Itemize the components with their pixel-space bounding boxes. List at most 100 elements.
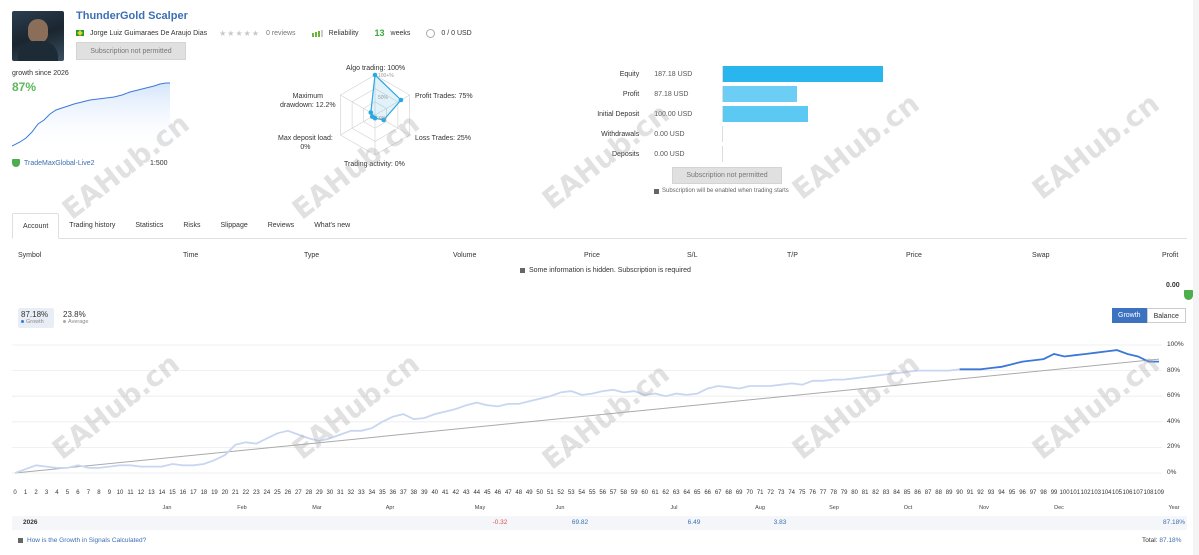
growth-stat-label: Growth	[26, 319, 44, 325]
x-tick-label: 87	[924, 490, 932, 496]
balance-toggle-button[interactable]: Balance	[1146, 308, 1186, 323]
month-return-value: 3.83	[773, 519, 787, 526]
x-tick-label: 68	[725, 490, 733, 496]
tab-slippage[interactable]: Slippage	[220, 222, 248, 229]
tab-statistics[interactable]: Statistics	[135, 222, 164, 229]
x-tick-label: 5	[65, 490, 70, 496]
balance-bar	[722, 106, 809, 122]
x-tick-label: 101	[1070, 490, 1081, 496]
x-tick-label: 9	[107, 490, 112, 496]
radar-point	[368, 110, 374, 115]
balance-row-label: Deposits	[611, 150, 640, 158]
x-tick-label: 88	[935, 490, 942, 496]
average-stat[interactable]: 23.8% Average	[60, 308, 96, 328]
subscription-note-text: Subscription will be enabled when tradin…	[662, 188, 789, 194]
x-tick-label: 29	[316, 490, 323, 496]
x-tick-label: 10	[116, 490, 124, 496]
tab-trading-history[interactable]: Trading history	[69, 222, 116, 229]
month-label: Jun	[555, 505, 565, 511]
growth-series-recent	[959, 349, 1159, 371]
col-time[interactable]: Time	[183, 252, 199, 259]
balance-row-value: 0.00 USD	[654, 150, 685, 158]
x-tick-label: 41	[441, 490, 449, 496]
x-tick-label: 76	[809, 490, 816, 496]
tab-whats-new[interactable]: What's new	[314, 222, 351, 229]
signal-title[interactable]: ThunderGold Scalper	[76, 10, 188, 22]
tab-reviews[interactable]: Reviews	[267, 222, 295, 229]
x-tick-label: 34	[368, 490, 376, 496]
col-price-current[interactable]: Price	[906, 252, 922, 259]
x-tick-label: 26	[284, 490, 292, 496]
y-tick-label: 0%	[1167, 469, 1177, 476]
y-tick-label: 100%	[1167, 341, 1184, 348]
radar-scale-100: 100+%	[378, 73, 394, 79]
col-profit[interactable]: Profit	[1162, 252, 1179, 259]
subscribe-button-secondary[interactable]: Subscription not permitted	[672, 167, 782, 184]
radar-trading-activity: Trading activity: 0%	[344, 161, 405, 168]
x-tick-label: 54	[578, 490, 586, 496]
balance-row: Deposits 0.00 USD	[560, 146, 890, 162]
x-tick-label: 57	[609, 490, 617, 496]
server-name[interactable]: TradeMaxGlobal-Live2	[24, 159, 95, 167]
page-scrollbar[interactable]	[1193, 0, 1199, 555]
balance-row-value: 87.18 USD	[654, 90, 689, 98]
profit-total: 0.00	[1166, 282, 1180, 289]
x-tick-label: 66	[704, 490, 712, 496]
author-row: Jorge Luiz Guimaraes De Araujo Dias ★★★★…	[76, 28, 472, 38]
x-tick-label: 62	[662, 490, 670, 496]
x-tick-label: 85	[903, 490, 911, 496]
col-volume[interactable]: Volume	[453, 252, 477, 259]
x-tick-label: 72	[767, 490, 774, 496]
coin-icon	[426, 28, 436, 38]
total-label: Total:	[1142, 537, 1158, 544]
col-tp[interactable]: T/P	[787, 252, 798, 259]
col-price[interactable]: Price	[584, 252, 600, 259]
balance-row-label: Profit	[622, 90, 640, 98]
subscribe-button[interactable]: Subscription not permitted	[76, 42, 186, 60]
balance-row: Initial Deposit 100.00 USD	[560, 106, 890, 122]
x-tick-label: 42	[452, 490, 460, 496]
x-tick-label: 12	[137, 490, 145, 496]
y-axis-labels: 100% 80% 60% 40% 20% 0%	[1165, 335, 1195, 485]
average-stat-label: Average	[68, 319, 89, 325]
author-name[interactable]: Jorge Luiz Guimaraes De Araujo Dias	[90, 29, 208, 37]
growth-stat-value: 87.18%	[21, 310, 49, 319]
growth-calc-link[interactable]: How is the Growth in Signals Calculated?	[27, 537, 147, 544]
x-axis-trade-numbers: 0 1 2 3 4 5 6 7 8 9 10 11 12 13 14 15 16 17 18 19 20 21 22 23 24…	[12, 490, 1182, 499]
growth-stat[interactable]: 87.18% Growth	[18, 308, 54, 328]
tab-account[interactable]: Account	[12, 213, 60, 239]
x-tick-label: 94	[998, 490, 1005, 496]
x-tick-label: 24	[263, 490, 271, 496]
growth-toggle-button[interactable]: Growth	[1112, 308, 1147, 323]
col-swap[interactable]: Swap	[1032, 252, 1050, 259]
lock-icon	[520, 268, 525, 273]
x-tick-label: 25	[274, 490, 281, 496]
x-tick-label: 3	[44, 490, 49, 496]
x-tick-label: 45	[483, 490, 491, 496]
x-tick-label: 30	[326, 490, 334, 496]
x-tick-label: 92	[977, 490, 984, 496]
trend-line	[14, 358, 1160, 474]
growth-dot-icon	[21, 320, 24, 323]
growth-calc-help[interactable]: How is the Growth in Signals Calculated?	[18, 537, 146, 544]
x-tick-label: 56	[599, 490, 607, 496]
x-tick-label: 97	[1029, 490, 1037, 496]
x-tick-label: 82	[872, 490, 879, 496]
month-label: Oct	[903, 505, 913, 511]
x-tick-label: 106	[1122, 490, 1133, 496]
average-stat-value: 23.8%	[63, 310, 86, 319]
col-type[interactable]: Type	[304, 252, 320, 259]
month-return-value: -0.32	[492, 519, 508, 526]
x-tick-label: 81	[861, 490, 869, 496]
col-symbol[interactable]: Symbol	[18, 252, 42, 259]
growth-since-label: growth since 2026	[12, 70, 69, 77]
x-tick-label: 11	[127, 490, 134, 496]
x-tick-label: 65	[693, 490, 701, 496]
reviews-count[interactable]: 0 reviews	[265, 29, 296, 37]
growth-sparkline	[12, 82, 170, 150]
col-sl[interactable]: S/L	[687, 252, 698, 259]
month-label: Jul	[670, 505, 678, 511]
month-return-value: 87.18%	[1162, 519, 1186, 526]
tab-risks[interactable]: Risks	[183, 222, 201, 229]
x-tick-label: 17	[190, 490, 197, 496]
